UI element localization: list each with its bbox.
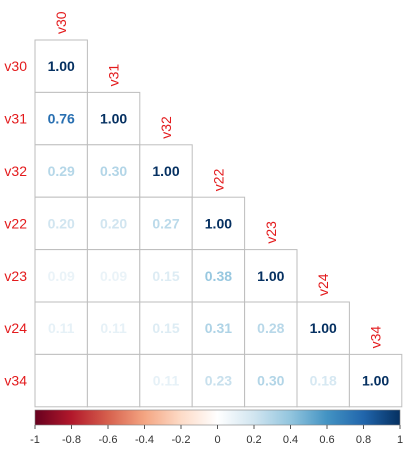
value-v34-v23: 0.30 [257, 373, 284, 389]
colorbar-tick-label: 0.2 [246, 434, 261, 446]
column-label-v30: v30 [53, 11, 69, 34]
column-label-v22: v22 [210, 168, 226, 191]
row-label-v30: v30 [4, 58, 27, 74]
row-label-v24: v24 [4, 320, 27, 336]
column-label-v23: v23 [263, 221, 279, 244]
value-v32-v32: 1.00 [152, 163, 179, 179]
row-label-v34: v34 [4, 373, 27, 389]
colorbar-tick-label: 0 [214, 434, 220, 446]
value-v31-v30: 0.76 [48, 111, 75, 127]
column-label-v32: v32 [158, 116, 174, 139]
cell-v22-v31 [86, 196, 141, 251]
cell-v34-v30 [34, 353, 88, 408]
cell-v31-v30 [34, 91, 88, 146]
row-label-v32: v32 [4, 163, 27, 179]
row-label-v31: v31 [4, 111, 27, 127]
colorbar-tick-label: -0.6 [99, 434, 118, 446]
column-label-v31: v31 [106, 64, 122, 87]
cell-v24-v24 [296, 301, 350, 355]
cell-v24-v22 [191, 301, 246, 355]
colorbar-tick-label: 1 [397, 434, 403, 446]
value-v30-v30: 1.00 [48, 58, 75, 74]
value-v23-v32: 0.15 [152, 268, 179, 284]
cell-v34-v24 [296, 353, 350, 408]
cell-v24-v30 [34, 301, 88, 355]
value-v24-v30: 0.11 [48, 320, 75, 336]
row-label-v23: v23 [4, 268, 27, 284]
cell-v22-v22 [191, 196, 246, 251]
value-v22-v32: 0.27 [152, 215, 179, 231]
value-v32-v30: 0.29 [48, 163, 75, 179]
value-v23-v22: 0.38 [205, 268, 232, 284]
colorbar-tick-label: -1 [30, 434, 40, 446]
value-v22-v30: 0.20 [48, 215, 75, 231]
cell-v24-v31 [86, 301, 141, 355]
row-label-v22: v22 [4, 215, 27, 231]
value-v22-v31: 0.20 [100, 215, 127, 231]
value-v23-v23: 1.00 [257, 268, 284, 284]
cell-v23-v31 [86, 249, 141, 303]
cell-v34-v34 [348, 353, 403, 408]
cell-v34-v32 [139, 353, 193, 408]
cell-v24-v23 [244, 301, 298, 355]
colorbar-tick-label: -0.4 [135, 434, 154, 446]
value-v24-v23: 0.28 [257, 320, 284, 336]
value-v24-v31: 0.11 [100, 320, 127, 336]
colorbar-tick-label: 0.6 [319, 434, 334, 446]
cell-v34-v31 [86, 353, 141, 408]
colorbar-tick-label: 0.4 [283, 434, 298, 446]
colorbar-tick-label: -0.8 [62, 434, 81, 446]
cell-v30-v30 [34, 39, 88, 93]
cell-v24-v32 [139, 301, 193, 355]
column-label-v24: v24 [315, 273, 331, 296]
value-v23-v30: 0.09 [48, 268, 75, 284]
value-v24-v22: 0.31 [205, 320, 232, 336]
value-v24-v24: 1.00 [310, 320, 337, 336]
value-v31-v31: 1.00 [100, 111, 127, 127]
cell-v23-v22 [191, 249, 246, 303]
value-v34-v22: 0.23 [205, 373, 232, 389]
cell-v31-v31 [86, 91, 141, 146]
column-label-v34: v34 [368, 326, 384, 349]
value-v22-v22: 1.00 [205, 215, 232, 231]
value-v23-v31: 0.09 [100, 268, 127, 284]
value-v34-v24: 0.18 [310, 373, 337, 389]
colorbar [34, 409, 401, 426]
colorbar-tick-label: -0.2 [172, 434, 191, 446]
cell-v34-v22 [191, 353, 246, 408]
value-v34-v34: 1.00 [362, 373, 389, 389]
value-v24-v32: 0.15 [152, 320, 179, 336]
value-v32-v31: 0.30 [100, 163, 127, 179]
cell-v32-v32 [139, 144, 193, 198]
value-v34-v32: 0.11 [153, 373, 180, 389]
colorbar-tick-label: 0.8 [356, 434, 371, 446]
